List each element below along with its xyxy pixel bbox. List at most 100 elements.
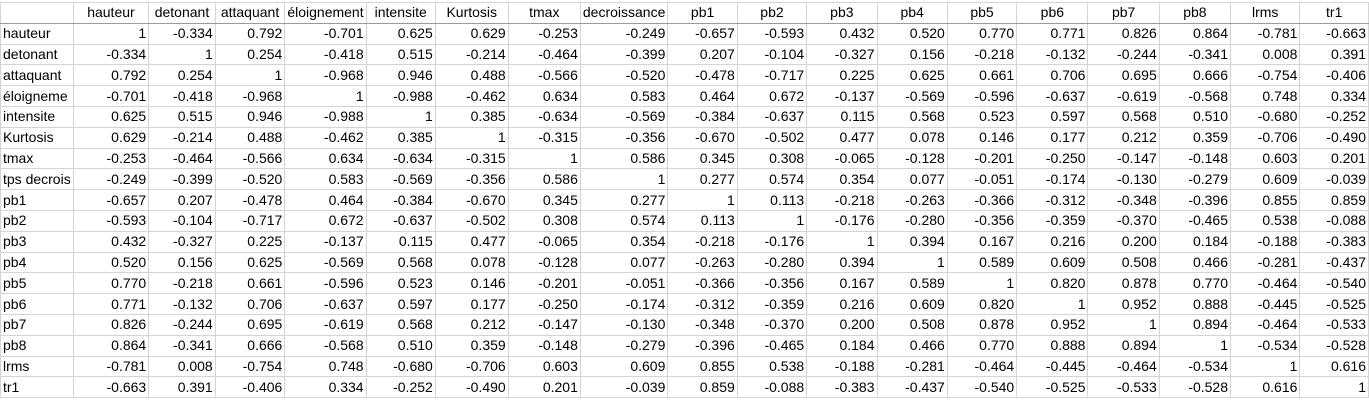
table-cell[interactable]: -0.174 <box>579 293 669 315</box>
table-cell[interactable]: -0.366 <box>667 272 738 295</box>
table-cell[interactable]: 0.672 <box>284 209 367 232</box>
row-header[interactable]: Kurtosis <box>0 126 74 149</box>
table-cell[interactable]: 0.254 <box>148 64 216 87</box>
column-header[interactable]: pb3 <box>806 2 878 24</box>
table-cell[interactable]: -0.525 <box>1016 376 1089 399</box>
table-cell[interactable]: -0.637 <box>365 209 436 232</box>
table-cell[interactable]: 1 <box>1299 376 1369 399</box>
table-cell[interactable]: 0.616 <box>1299 355 1369 378</box>
table-cell[interactable]: -0.201 <box>946 147 1018 170</box>
table-cell[interactable]: -0.218 <box>148 272 216 295</box>
table-cell[interactable]: -0.462 <box>284 126 367 149</box>
table-cell[interactable]: 0.603 <box>1230 147 1301 170</box>
table-cell[interactable]: -0.065 <box>806 147 878 170</box>
table-cell[interactable]: -0.384 <box>365 189 436 211</box>
table-cell[interactable]: 0.077 <box>579 251 669 274</box>
table-cell[interactable]: -0.663 <box>72 376 150 399</box>
table-cell[interactable]: 0.334 <box>1299 85 1369 107</box>
table-cell[interactable]: 0.820 <box>1016 272 1089 295</box>
table-cell[interactable]: 0.115 <box>806 105 878 128</box>
table-cell[interactable]: 0.177 <box>434 293 509 315</box>
table-cell[interactable]: 0.878 <box>1087 272 1160 295</box>
table-cell[interactable]: -0.634 <box>365 147 436 170</box>
table-cell[interactable]: 0.115 <box>365 230 436 253</box>
table-cell[interactable]: 0.201 <box>507 376 581 399</box>
table-cell[interactable]: 0.538 <box>1230 209 1301 232</box>
table-cell[interactable]: -0.596 <box>284 272 367 295</box>
table-cell[interactable]: -0.754 <box>214 355 286 378</box>
table-cell[interactable]: -0.657 <box>667 22 738 45</box>
table-cell[interactable]: 0.385 <box>365 126 436 149</box>
table-cell[interactable]: 0.634 <box>507 85 581 107</box>
table-cell[interactable]: -0.214 <box>148 126 216 149</box>
table-cell[interactable]: -0.065 <box>507 230 581 253</box>
table-cell[interactable]: -0.520 <box>579 64 669 87</box>
table-cell[interactable]: -0.088 <box>1299 209 1369 232</box>
table-cell[interactable]: -0.533 <box>1087 376 1160 399</box>
table-cell[interactable]: -0.445 <box>1016 355 1089 378</box>
column-header[interactable]: pb8 <box>1158 2 1232 24</box>
row-header[interactable]: lrms <box>0 355 74 378</box>
table-cell[interactable]: -0.478 <box>667 64 738 87</box>
table-cell[interactable]: 1 <box>946 272 1018 295</box>
table-cell[interactable]: 0.523 <box>946 105 1018 128</box>
table-cell[interactable]: -0.263 <box>667 251 738 274</box>
table-cell[interactable]: 0.308 <box>736 147 808 170</box>
table-cell[interactable]: 0.308 <box>507 209 581 232</box>
table-cell[interactable]: -0.348 <box>1087 189 1160 211</box>
table-cell[interactable]: 0.254 <box>214 43 286 66</box>
column-header[interactable]: pb5 <box>946 2 1018 24</box>
table-cell[interactable]: -0.252 <box>365 376 436 399</box>
table-cell[interactable]: 0.770 <box>946 334 1018 357</box>
table-cell[interactable]: 0.625 <box>876 64 948 87</box>
column-header[interactable]: tmax <box>507 2 581 24</box>
table-cell[interactable]: -0.348 <box>667 313 738 336</box>
table-cell[interactable]: -0.657 <box>72 189 150 211</box>
row-header[interactable]: attaquant <box>0 64 74 87</box>
table-cell[interactable]: -0.327 <box>806 43 878 66</box>
column-header[interactable]: pb2 <box>736 2 808 24</box>
table-cell[interactable]: 1 <box>736 209 808 232</box>
table-cell[interactable]: -0.279 <box>1158 168 1232 191</box>
table-cell[interactable]: 0.538 <box>736 355 808 378</box>
table-cell[interactable]: 0.225 <box>214 230 286 253</box>
table-cell[interactable]: -0.356 <box>579 126 669 149</box>
table-cell[interactable]: 0.354 <box>806 168 878 191</box>
table-cell[interactable]: -0.464 <box>148 147 216 170</box>
table-cell[interactable]: -0.188 <box>1230 230 1301 253</box>
table-cell[interactable]: 0.216 <box>806 293 878 315</box>
table-cell[interactable]: -0.281 <box>1230 251 1301 274</box>
table-cell[interactable]: 0.625 <box>214 251 286 274</box>
table-cell[interactable]: 0.391 <box>148 376 216 399</box>
table-cell[interactable]: 0.334 <box>284 376 367 399</box>
table-cell[interactable]: 0.597 <box>365 293 436 315</box>
corner-cell[interactable] <box>0 2 74 24</box>
table-cell[interactable]: -0.356 <box>736 272 808 295</box>
row-header[interactable]: pb7 <box>0 313 74 336</box>
table-cell[interactable]: 0.946 <box>365 64 436 87</box>
table-cell[interactable]: 0.156 <box>876 43 948 66</box>
table-cell[interactable]: -0.464 <box>507 43 581 66</box>
table-cell[interactable]: 0.616 <box>1230 376 1301 399</box>
table-cell[interactable]: 0.207 <box>667 43 738 66</box>
column-header[interactable]: intensite <box>365 2 436 24</box>
table-cell[interactable]: 0.820 <box>946 293 1018 315</box>
table-cell[interactable]: 0.359 <box>1158 126 1232 149</box>
table-cell[interactable]: 0.184 <box>1158 230 1232 253</box>
table-cell[interactable]: -0.445 <box>1230 293 1301 315</box>
table-cell[interactable]: -0.701 <box>284 22 367 45</box>
table-cell[interactable]: -0.279 <box>579 334 669 357</box>
table-cell[interactable]: -0.525 <box>1299 293 1369 315</box>
table-cell[interactable]: 0.212 <box>1087 126 1160 149</box>
table-cell[interactable]: 0.946 <box>214 105 286 128</box>
table-cell[interactable]: 0.826 <box>72 313 150 336</box>
table-cell[interactable]: 0.464 <box>284 189 367 211</box>
table-cell[interactable]: -0.249 <box>72 168 150 191</box>
table-cell[interactable]: 0.113 <box>667 209 738 232</box>
row-header[interactable]: pb1 <box>0 189 74 211</box>
table-cell[interactable]: -0.396 <box>667 334 738 357</box>
table-cell[interactable]: 0.661 <box>214 272 286 295</box>
table-cell[interactable]: -0.128 <box>507 251 581 274</box>
table-cell[interactable]: -0.341 <box>1158 43 1232 66</box>
table-cell[interactable]: 0.625 <box>365 22 436 45</box>
